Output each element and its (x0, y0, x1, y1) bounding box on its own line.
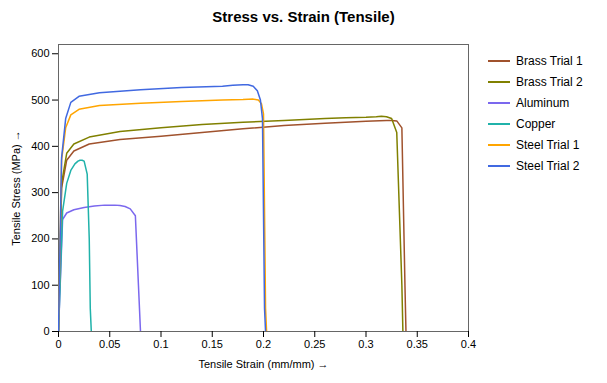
html-text:Steel Trial 2: Steel Trial 2 (516, 159, 580, 173)
svg-text:0.35: 0.35 (407, 338, 428, 350)
html-text:Steel Trial 1: Steel Trial 1 (516, 138, 580, 152)
svg-text:100: 100 (31, 279, 49, 291)
svg-text:0.15: 0.15 (202, 338, 223, 350)
svg-text:0.3: 0.3 (358, 338, 373, 350)
html-text:Stress vs. Strain (Tensile): Stress vs. Strain (Tensile) (212, 8, 395, 25)
html-text:Brass Trial 1: Brass Trial 1 (516, 54, 583, 68)
svg-text:0.4: 0.4 (461, 338, 476, 350)
html-text:Brass Trial 2: Brass Trial 2 (516, 75, 583, 89)
svg-text:Tensile Strain (mm/mm) →: Tensile Strain (mm/mm) → (198, 358, 328, 370)
html-text:Aluminum: Aluminum (516, 96, 570, 110)
svg-text:Tensile Stress (MPa) →: Tensile Stress (MPa) → (10, 130, 22, 246)
svg-text:400: 400 (31, 140, 49, 152)
svg-text:0.05: 0.05 (99, 338, 120, 350)
svg-text:200: 200 (31, 232, 49, 244)
svg-text:0: 0 (43, 325, 49, 337)
svg-text:0.25: 0.25 (304, 338, 325, 350)
svg-text:500: 500 (31, 94, 49, 106)
svg-text:0: 0 (55, 338, 61, 350)
svg-text:600: 600 (31, 47, 49, 59)
html-text:Copper: Copper (516, 117, 556, 131)
svg-text:300: 300 (31, 186, 49, 198)
svg-text:0.2: 0.2 (256, 338, 271, 350)
svg-text:0.1: 0.1 (153, 338, 168, 350)
